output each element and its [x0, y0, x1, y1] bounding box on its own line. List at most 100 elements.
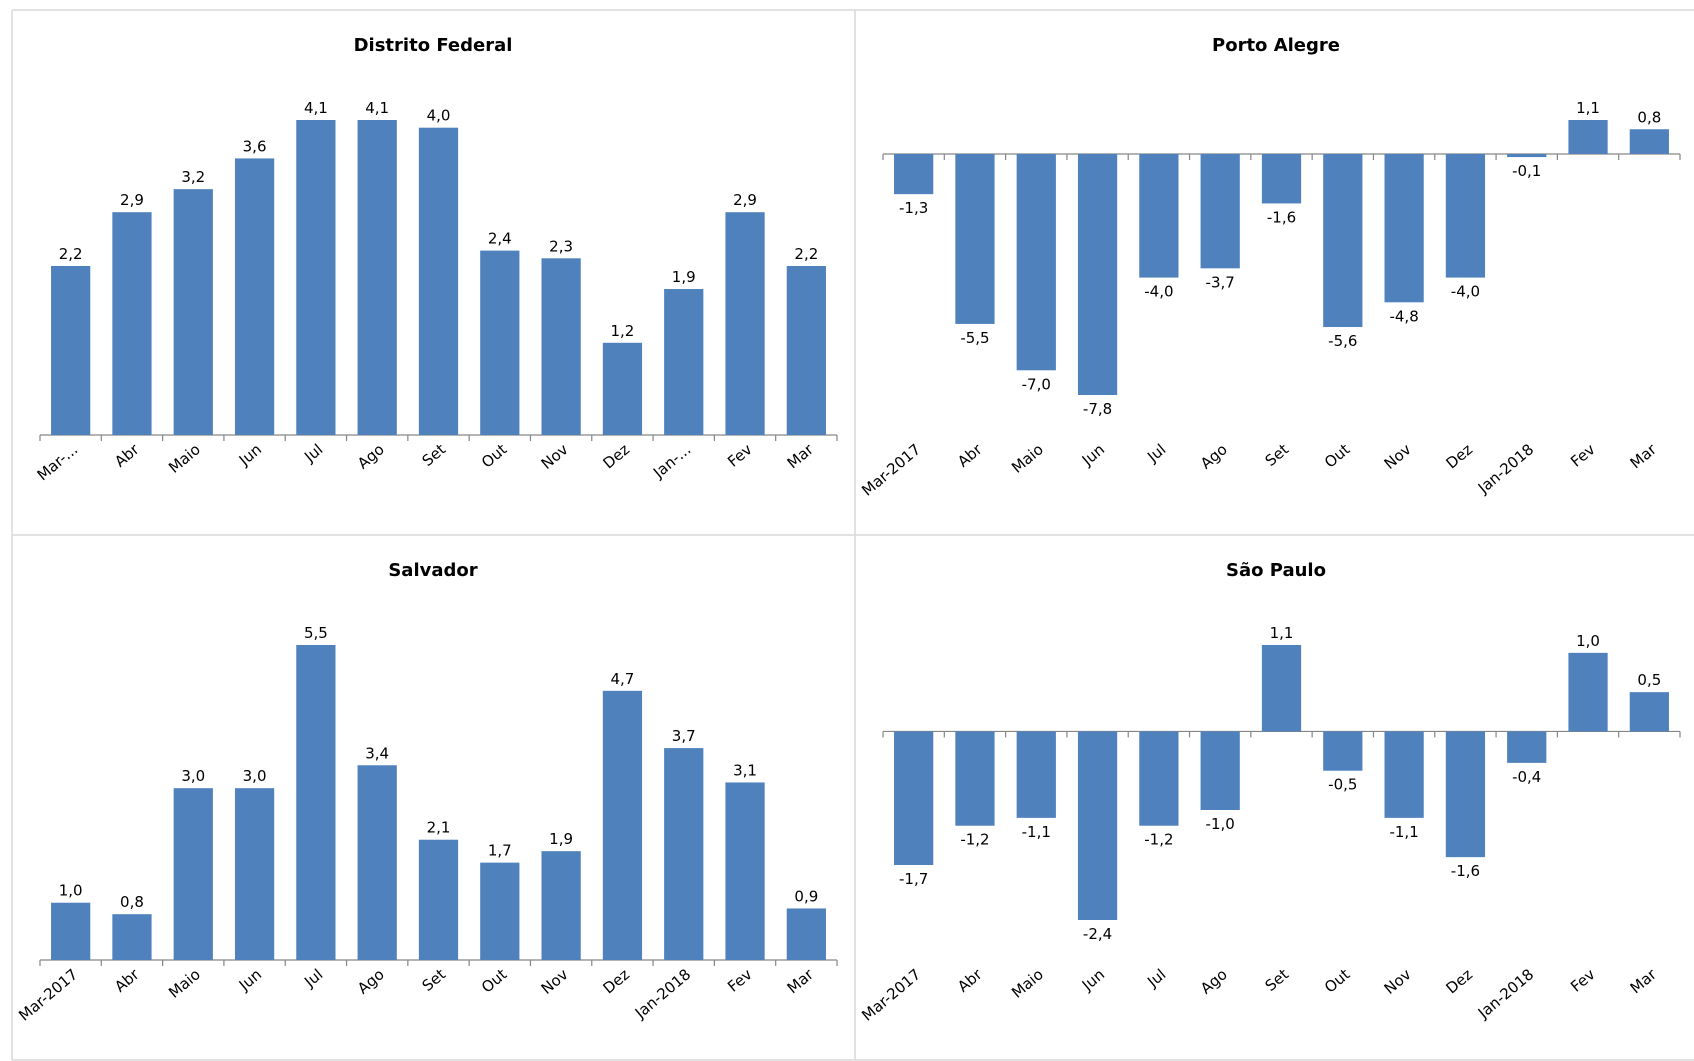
data-label: 3,2: [181, 168, 205, 186]
data-label: -0,4: [1512, 768, 1541, 786]
data-label: -1,2: [960, 831, 989, 849]
bar: [664, 748, 704, 960]
data-label: 0,9: [794, 887, 818, 905]
bar: [1139, 731, 1179, 826]
bar: [1016, 731, 1056, 818]
data-label: -1,6: [1451, 862, 1480, 880]
bar: [1261, 153, 1302, 204]
bar: [541, 851, 581, 960]
chart-title: Porto Alegre: [1212, 35, 1340, 56]
bar: [955, 731, 995, 826]
bar: [480, 250, 520, 435]
bar: [894, 153, 934, 195]
bar: [1200, 153, 1240, 269]
bar: [357, 120, 397, 435]
bar: [786, 265, 826, 435]
data-label: 2,9: [120, 191, 144, 209]
bar: [602, 690, 643, 960]
bar: [1077, 153, 1118, 395]
bar: [418, 127, 459, 436]
bar: [1077, 731, 1118, 920]
data-label: 4,1: [304, 99, 328, 117]
data-label: -1,3: [899, 199, 928, 217]
data-label: 2,1: [427, 819, 451, 837]
data-label: 1,9: [549, 830, 573, 848]
bar: [357, 765, 397, 960]
bar: [894, 731, 934, 865]
data-label: -1,6: [1267, 208, 1296, 226]
bar: [664, 289, 704, 435]
bar: [1139, 153, 1179, 278]
data-label: 1,1: [1270, 624, 1294, 642]
data-label: -4,0: [1144, 283, 1173, 301]
chart-title: São Paulo: [1226, 560, 1326, 581]
data-label: 3,6: [243, 137, 267, 155]
bar: [112, 914, 152, 960]
data-label: 3,4: [365, 744, 389, 762]
data-label: 2,3: [549, 237, 573, 255]
data-label: 4,1: [365, 99, 389, 117]
data-label: -2,4: [1083, 925, 1112, 943]
bar: [1629, 129, 1669, 154]
data-label: 1,1: [1576, 99, 1600, 117]
bar: [296, 120, 336, 435]
data-label: -4,8: [1389, 307, 1418, 325]
bar: [1507, 731, 1547, 763]
bar: [1507, 153, 1547, 158]
data-label: 1,7: [488, 842, 512, 860]
data-label: -1,2: [1144, 831, 1173, 849]
data-label: -4,0: [1451, 283, 1480, 301]
bar: [1568, 120, 1608, 154]
data-label: 3,7: [672, 727, 696, 745]
bar: [1261, 645, 1302, 732]
data-label: -1,1: [1022, 823, 1051, 841]
bar: [173, 189, 213, 435]
bar: [955, 153, 995, 324]
bar: [1384, 731, 1424, 818]
bar: [1629, 692, 1669, 732]
data-label: 0,8: [1637, 108, 1661, 126]
data-label: 3,0: [181, 767, 205, 785]
bar: [541, 258, 581, 435]
bar: [725, 212, 765, 435]
data-label: -7,0: [1022, 375, 1051, 393]
data-label: 4,7: [610, 670, 634, 688]
data-label: 2,9: [733, 191, 757, 209]
data-label: 4,0: [427, 107, 451, 125]
data-label: 5,5: [304, 624, 328, 642]
bar: [51, 902, 91, 960]
bar: [725, 782, 765, 960]
chart-title: Distrito Federal: [354, 35, 513, 56]
bar: [234, 158, 275, 436]
data-label: -1,1: [1389, 823, 1418, 841]
data-label: 0,8: [120, 893, 144, 911]
bar: [51, 265, 91, 435]
data-label: -5,6: [1328, 332, 1357, 350]
data-label: -5,5: [960, 329, 989, 347]
bar: [1568, 652, 1608, 732]
data-label: 2,4: [488, 230, 512, 248]
bar: [1445, 731, 1486, 858]
bar: [786, 908, 826, 960]
data-label: 1,0: [1576, 632, 1600, 650]
data-label: 1,2: [610, 322, 634, 340]
data-label: 3,1: [733, 761, 757, 779]
bar: [296, 645, 336, 960]
chart-title: Salvador: [388, 560, 477, 581]
bar: [234, 788, 275, 960]
data-label: -7,8: [1083, 400, 1112, 418]
data-label: 2,2: [59, 245, 83, 263]
bar: [1445, 153, 1486, 278]
bar: [1200, 731, 1240, 810]
data-label: -0,5: [1328, 776, 1357, 794]
data-label: -1,0: [1206, 815, 1235, 833]
data-label: 2,2: [794, 245, 818, 263]
data-label: -1,7: [899, 870, 928, 888]
data-label: 3,0: [243, 767, 267, 785]
data-label: 1,0: [59, 882, 83, 900]
data-label: -0,1: [1512, 162, 1541, 180]
bar: [173, 788, 213, 960]
bar: [602, 342, 643, 435]
bar: [1384, 153, 1424, 303]
